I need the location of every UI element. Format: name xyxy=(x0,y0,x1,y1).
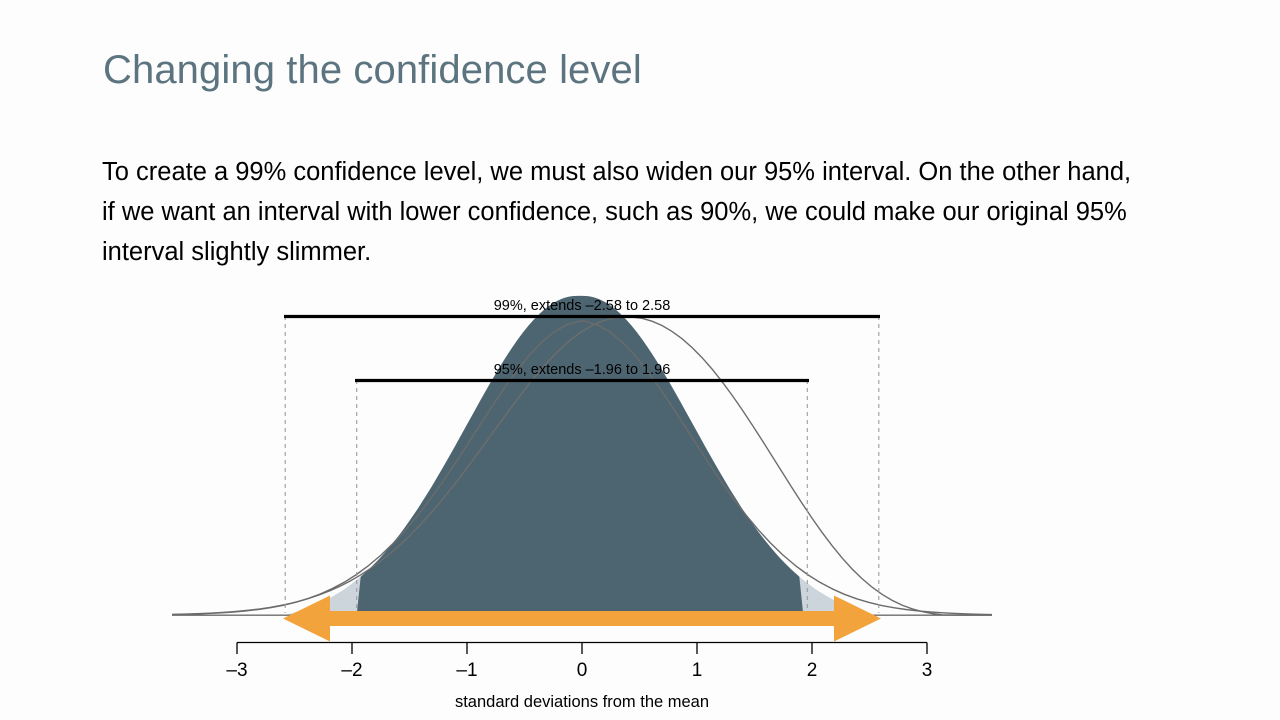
interval-label-95: 95%, extends –1.96 to 1.96 xyxy=(494,362,671,378)
fill-95-interval xyxy=(356,295,804,615)
tick-label-neg2: –2 xyxy=(341,660,362,681)
normal-curve-outline xyxy=(171,320,993,616)
tick-label-0: 0 xyxy=(577,660,588,681)
tick-label-3: 3 xyxy=(922,660,933,681)
x-axis-ticks xyxy=(236,642,928,654)
widening-arrow xyxy=(283,595,881,642)
interval-label-99: 99%, extends –2.58 to 2.58 xyxy=(494,298,671,314)
tick-label-1: 1 xyxy=(692,660,703,681)
tick-label-neg1: –1 xyxy=(456,660,477,681)
tick-label-2: 2 xyxy=(807,660,818,681)
page-title: Changing the confidence level xyxy=(103,48,642,92)
body-paragraph: To create a 99% confidence level, we mus… xyxy=(102,158,1132,266)
normal-distribution-figure: 99%, extends –2.58 to 2.58 95%, extends … xyxy=(0,280,1280,710)
x-axis-caption: standard deviations from the mean xyxy=(455,693,709,710)
tick-label-neg3: –3 xyxy=(226,660,247,681)
